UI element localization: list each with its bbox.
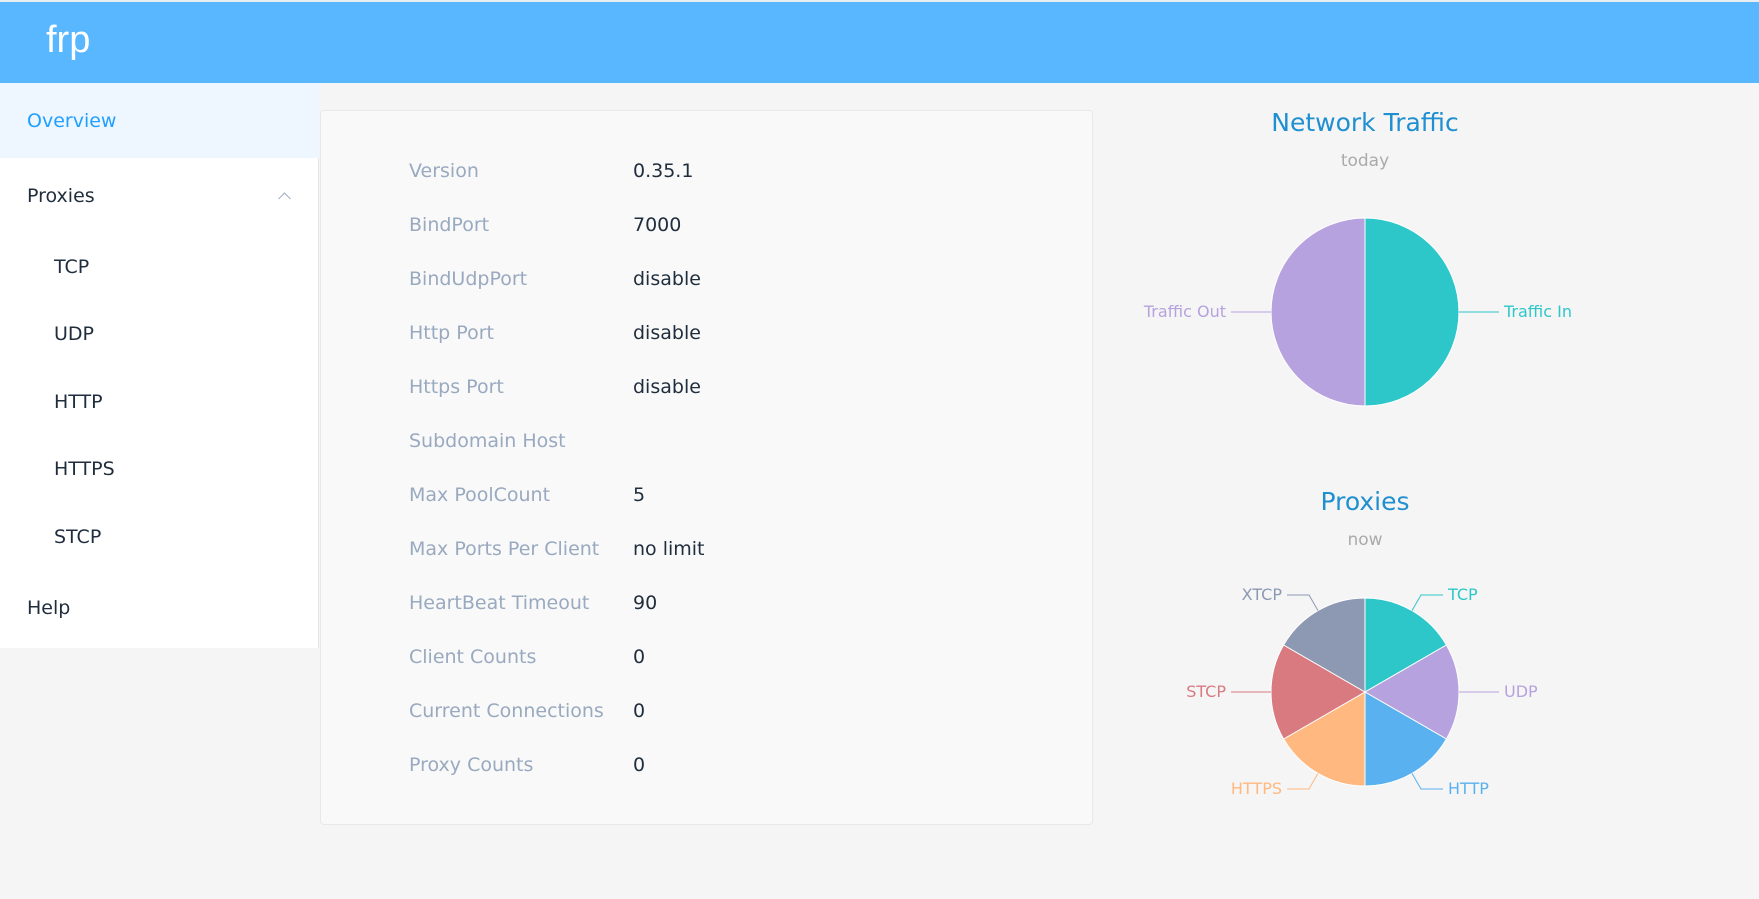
info-key: BindUdpPort (409, 268, 528, 290)
sidebar-item-help[interactable]: Help (0, 570, 319, 646)
info-key: Current Connections (409, 700, 604, 722)
sidebar-item-label: HTTPS (54, 458, 115, 480)
info-row-subdomain-host: Subdomain Host (409, 428, 1029, 454)
sidebar-item-label: TCP (54, 256, 90, 278)
proxies-pie-chart[interactable]: TCP UDP HTTP HTTPS STCP XTCP (1135, 580, 1595, 810)
info-row-max-pool-count: Max PoolCount 5 (409, 482, 1029, 508)
sidebar-menu: Overview Proxies TCP UDP HTTP HTTPS STCP… (0, 83, 319, 648)
pie-label-tcp: TCP (1447, 585, 1478, 604)
info-value: 5 (633, 484, 646, 506)
sidebar-item-stcp[interactable]: STCP (0, 503, 319, 570)
pie-label-stcp: STCP (1186, 682, 1226, 701)
server-info-card: Version 0.35.1 BindPort 7000 BindUdpPort… (320, 110, 1093, 825)
pie-slice-tcp[interactable] (1364, 597, 1448, 693)
info-row-heartbeat-timeout: HeartBeat Timeout 90 (409, 590, 1029, 616)
traffic-chart-title: Network Traffic (1271, 108, 1459, 137)
pie-slice-stcp[interactable] (1270, 644, 1366, 740)
sidebar-item-label: Proxies (27, 185, 95, 207)
info-key: Https Port (409, 376, 504, 398)
pie-slice-udp[interactable] (1364, 644, 1460, 740)
pie-label-http: HTTP (1448, 779, 1489, 798)
info-key: Proxy Counts (409, 754, 534, 776)
sidebar-item-https[interactable]: HTTPS (0, 435, 319, 503)
pie-slice-traffic-out[interactable] (1270, 217, 1366, 407)
pie-leader-line (1287, 773, 1319, 790)
info-value: 0 (633, 754, 646, 776)
chevron-up-icon (278, 192, 291, 206)
info-value: 0.35.1 (633, 160, 694, 182)
info-row-client-counts: Client Counts 0 (409, 644, 1029, 670)
info-row-max-ports-per-client: Max Ports Per Client no limit (409, 536, 1029, 562)
sidebar-item-tcp[interactable]: TCP (0, 234, 319, 300)
info-value: 7000 (633, 214, 682, 236)
info-row-proxy-counts: Proxy Counts 0 (409, 752, 1029, 778)
proxies-chart-title: Proxies (1320, 487, 1410, 516)
info-row-version: Version 0.35.1 (409, 158, 1029, 184)
proxies-chart-subtitle: now (1347, 530, 1383, 550)
info-value: disable (633, 376, 701, 398)
pie-label-xtcp: XTCP (1242, 585, 1283, 604)
sidebar-item-overview[interactable]: Overview (0, 83, 319, 158)
pie-leader-line (1411, 773, 1443, 790)
info-key: Subdomain Host (409, 430, 566, 452)
info-value: 0 (633, 700, 646, 722)
pie-label-udp: UDP (1504, 682, 1538, 701)
info-value: 0 (633, 646, 646, 668)
sidebar-item-label: STCP (54, 525, 102, 548)
info-row-http-port: Http Port disable (409, 320, 1029, 346)
sidebar-item-http[interactable]: HTTP (0, 368, 319, 435)
sidebar-item-udp[interactable]: UDP (0, 300, 319, 368)
sidebar-item-label: UDP (54, 323, 94, 345)
info-value: disable (633, 322, 701, 344)
info-key: Client Counts (409, 646, 537, 668)
sidebar-submenu-proxies[interactable]: Proxies (0, 158, 319, 234)
info-key: BindPort (409, 214, 490, 236)
sidebar-item-label: HTTP (54, 390, 103, 413)
pie-label-traffic-in: Traffic In (1503, 302, 1572, 321)
info-key: Max Ports Per Client (409, 538, 600, 560)
info-row-bind-port: BindPort 7000 (409, 212, 1029, 238)
app-logo[interactable]: frp (46, 19, 91, 61)
pie-leader-line (1411, 594, 1443, 611)
info-key: Version (409, 160, 479, 182)
pie-slice-traffic-in[interactable] (1364, 217, 1460, 407)
network-traffic-pie-chart[interactable]: Traffic In Traffic Out (1135, 200, 1595, 430)
info-key: Max PoolCount (409, 484, 551, 506)
info-value: disable (633, 268, 701, 290)
info-key: HeartBeat Timeout (409, 592, 590, 614)
sidebar-item-label: Help (27, 597, 71, 619)
pie-leader-line (1287, 594, 1319, 611)
info-value: no limit (633, 538, 705, 560)
pie-label-traffic-out: Traffic Out (1143, 302, 1226, 321)
pie-slice-xtcp[interactable] (1282, 597, 1366, 693)
info-key: Http Port (409, 322, 494, 344)
info-row-https-port: Https Port disable (409, 374, 1029, 400)
info-value: 90 (633, 592, 658, 614)
pie-label-https: HTTPS (1231, 779, 1282, 798)
info-row-current-connections: Current Connections 0 (409, 698, 1029, 724)
pie-slice-http[interactable] (1364, 691, 1448, 787)
info-row-bind-udp-port: BindUdpPort disable (409, 266, 1029, 292)
traffic-chart-subtitle: today (1340, 151, 1390, 171)
top-header: frp (0, 0, 1759, 83)
sidebar-item-label: Overview (27, 109, 117, 132)
pie-slice-https[interactable] (1282, 691, 1366, 787)
